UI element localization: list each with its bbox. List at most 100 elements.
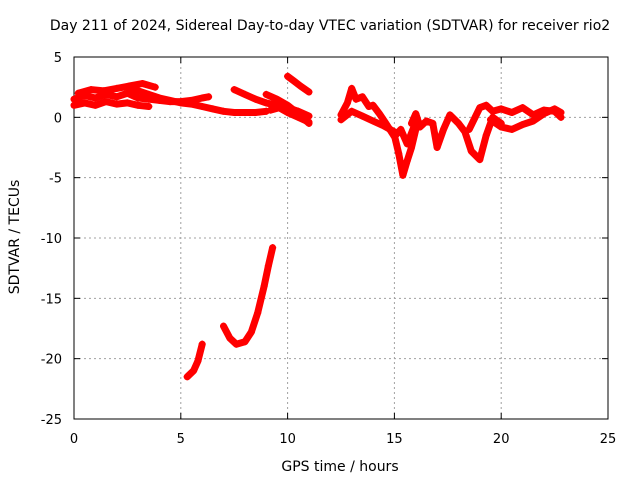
data-point: [269, 244, 277, 252]
data-point: [230, 86, 238, 94]
data-point: [519, 121, 527, 129]
x-tick-label: 0: [70, 432, 78, 447]
data-point: [397, 125, 405, 133]
data-point: [70, 101, 78, 109]
data-point: [264, 262, 272, 270]
data-point: [343, 99, 351, 107]
data-point: [123, 99, 131, 107]
data-point: [241, 109, 249, 117]
data-point: [123, 83, 131, 91]
data-point: [226, 334, 234, 342]
data-point: [209, 105, 217, 113]
data-point: [390, 131, 398, 139]
data-point: [497, 123, 505, 131]
data-point: [433, 144, 441, 151]
data-point: [551, 105, 559, 113]
data-point: [454, 119, 462, 127]
data-point: [113, 84, 121, 92]
data-point: [290, 77, 298, 85]
data-point: [375, 110, 383, 118]
chart-title: Day 211 of 2024, Sidereal Day-to-day VTE…: [50, 18, 610, 34]
data-point: [399, 171, 407, 179]
data-point: [166, 96, 174, 104]
y-tick-label: 5: [54, 51, 62, 66]
data-point: [508, 109, 516, 117]
data-point: [482, 131, 490, 139]
data-point: [508, 125, 516, 133]
data-point: [190, 367, 198, 375]
data-point: [476, 156, 484, 164]
data-point: [416, 123, 424, 131]
y-tick-label: -20: [41, 353, 62, 368]
data-point: [232, 340, 240, 348]
data-point: [358, 93, 366, 101]
data-point: [134, 101, 142, 109]
data-point: [267, 106, 275, 114]
data-point: [220, 322, 228, 330]
data-point: [407, 144, 415, 151]
data-point: [482, 101, 490, 109]
data-point: [487, 116, 495, 124]
data-point: [145, 102, 153, 110]
data-point: [145, 90, 153, 98]
data-point: [296, 82, 304, 90]
data-point: [155, 94, 163, 102]
data-point: [254, 309, 262, 317]
data-point: [284, 72, 292, 80]
data-point: [198, 102, 206, 110]
series-arc-4: [123, 83, 270, 117]
data-point: [252, 95, 260, 103]
series-arc-7: [267, 104, 313, 126]
data-point: [260, 282, 268, 290]
data-point: [348, 107, 356, 115]
data-point: [134, 94, 142, 102]
x-tick-label: 25: [600, 432, 617, 447]
data-point: [230, 109, 238, 117]
data-point: [138, 80, 146, 88]
data-point: [465, 125, 473, 133]
data-point: [358, 112, 366, 120]
data-point: [275, 104, 283, 112]
data-point: [284, 101, 292, 109]
data-point: [294, 113, 302, 121]
data-point: [102, 98, 110, 106]
data-point: [557, 109, 565, 117]
y-tick-label: -5: [49, 172, 62, 187]
data-point: [113, 100, 121, 108]
data-point: [91, 94, 99, 102]
data-point: [100, 87, 108, 95]
series-arc-2: [70, 98, 153, 110]
data-point: [395, 150, 403, 158]
series-arc-9: [183, 340, 206, 381]
data-point: [440, 125, 448, 133]
data-point: [70, 95, 78, 103]
data-point: [194, 357, 202, 365]
data-point: [151, 83, 159, 91]
data-point: [369, 101, 377, 109]
x-tick-label: 15: [386, 432, 403, 447]
data-point: [205, 93, 213, 101]
data-point: [305, 88, 313, 96]
data-point: [183, 373, 191, 381]
series-arc-10: [220, 244, 277, 348]
data-point: [284, 109, 292, 117]
data-point: [87, 86, 95, 94]
data-point: [198, 340, 206, 348]
data-point: [241, 90, 249, 98]
series-line: [183, 340, 206, 381]
x-tick-label: 20: [493, 432, 510, 447]
series-arc-3: [74, 80, 159, 97]
data-point: [352, 95, 360, 103]
data-point: [198, 94, 206, 102]
series-arc-8: [284, 72, 313, 96]
data-point: [446, 111, 454, 119]
axis-ticks: 0 5 10 15 20 25 5 0 -5 -10 -15 -20 -25: [41, 51, 617, 447]
data-point: [497, 105, 505, 113]
series-line: [337, 84, 420, 148]
data-point: [91, 101, 99, 109]
series-line: [220, 244, 277, 348]
y-tick-label: 0: [54, 111, 62, 126]
data-point: [529, 117, 537, 125]
data-point: [476, 104, 484, 112]
data-point: [429, 119, 437, 127]
